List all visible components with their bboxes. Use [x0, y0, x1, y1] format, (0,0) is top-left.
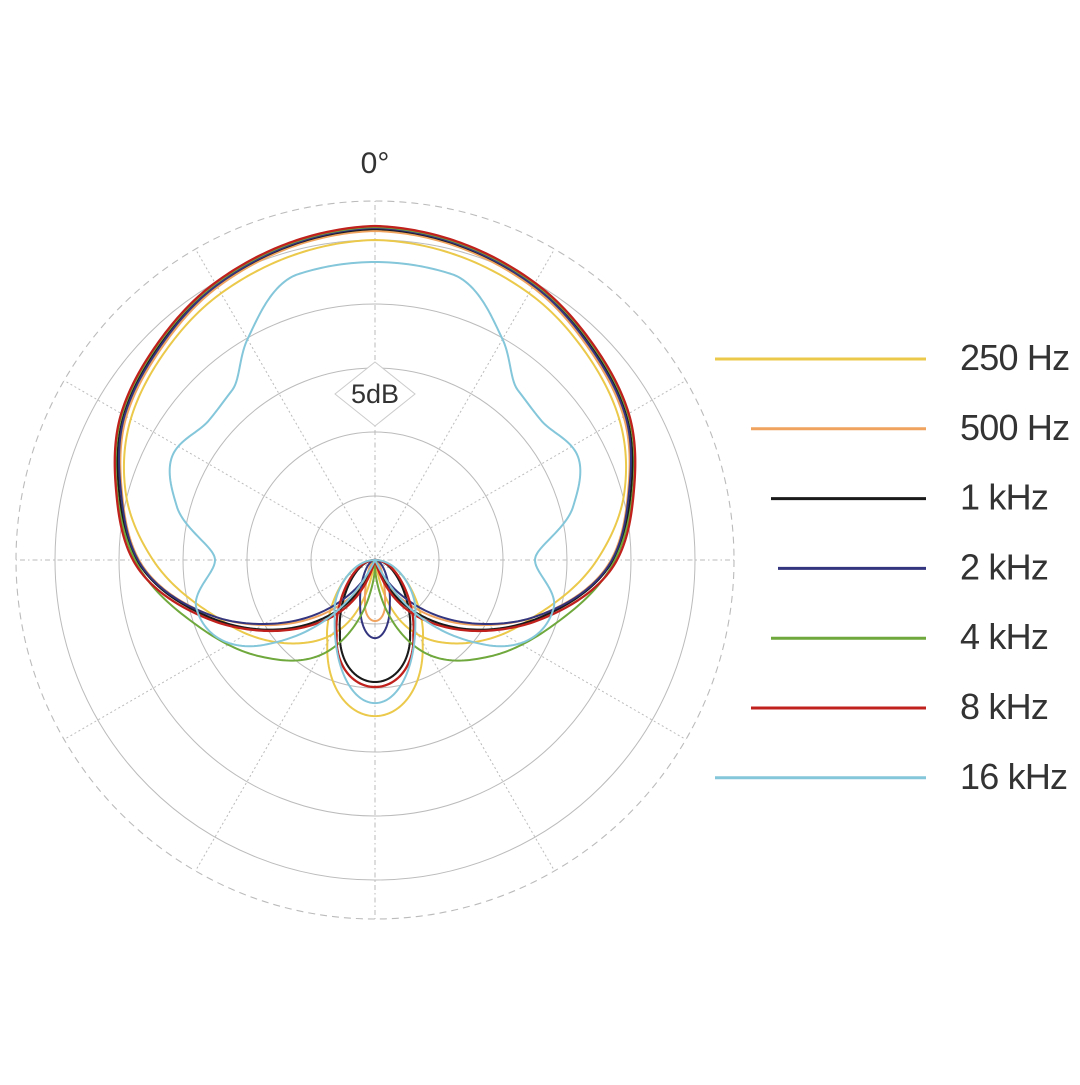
svg-text:250 Hz: 250 Hz [960, 337, 1069, 378]
svg-text:500 Hz: 500 Hz [960, 407, 1069, 448]
svg-text:5dB: 5dB [351, 379, 399, 409]
svg-text:4 kHz: 4 kHz [960, 616, 1048, 657]
svg-text:0°: 0° [361, 147, 390, 180]
svg-text:2 kHz: 2 kHz [960, 546, 1048, 587]
svg-text:16 kHz: 16 kHz [960, 756, 1067, 797]
svg-text:8 kHz: 8 kHz [960, 686, 1048, 727]
svg-text:1 kHz: 1 kHz [960, 477, 1048, 518]
